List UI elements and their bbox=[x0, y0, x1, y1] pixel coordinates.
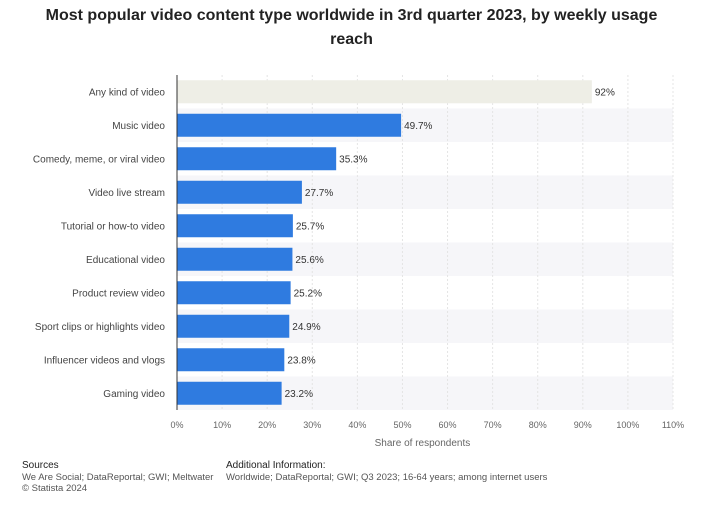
category-label: Educational video bbox=[86, 255, 165, 266]
x-axis-label: Share of respondents bbox=[375, 438, 471, 449]
category-label: Music video bbox=[112, 121, 165, 132]
data-label: 24.9% bbox=[292, 322, 320, 333]
copyright-text: © Statista 2024 bbox=[22, 483, 88, 494]
data-label: 49.7% bbox=[404, 121, 432, 132]
bar bbox=[177, 180, 302, 204]
x-tick-label: 20% bbox=[258, 420, 276, 430]
bar bbox=[177, 381, 282, 405]
data-label: 25.2% bbox=[294, 288, 322, 299]
category-label: Tutorial or how-to video bbox=[61, 221, 166, 232]
data-label: 25.6% bbox=[295, 255, 323, 266]
bars bbox=[177, 80, 592, 405]
category-label: Gaming video bbox=[103, 389, 165, 400]
x-tick-label: 110% bbox=[662, 420, 684, 430]
x-tick-label: 10% bbox=[213, 420, 231, 430]
category-label: Product review video bbox=[72, 288, 165, 299]
data-labels: 92% 49.7% 35.3% 27.7% 25.7% 25.6% 25.2% 24.9% 23… bbox=[285, 87, 615, 400]
category-label: Sport clips or highlights video bbox=[35, 322, 166, 333]
x-tick-label: 80% bbox=[529, 420, 547, 430]
bar bbox=[177, 281, 291, 305]
data-label: 25.7% bbox=[296, 221, 324, 232]
category-label: Influencer videos and vlogs bbox=[44, 355, 165, 366]
x-tick-label: 70% bbox=[484, 420, 502, 430]
data-label: 23.8% bbox=[287, 355, 315, 366]
bar bbox=[177, 348, 285, 372]
category-label: Any kind of video bbox=[89, 87, 166, 98]
x-tick-label: 30% bbox=[303, 420, 321, 430]
x-tick-label: 50% bbox=[393, 420, 411, 430]
data-label: 35.3% bbox=[339, 154, 367, 165]
bar bbox=[177, 247, 293, 271]
additional-info-text: Worldwide; DataReportal; GWI; Q3 2023; 1… bbox=[226, 471, 548, 483]
sources-label: Sources bbox=[22, 460, 59, 471]
x-tick-label: 90% bbox=[574, 420, 592, 430]
sources-block: Sources We Are Social; DataReportal; GWI… bbox=[22, 460, 213, 495]
bar bbox=[177, 80, 592, 104]
category-label: Comedy, meme, or viral video bbox=[33, 154, 166, 165]
bar bbox=[177, 314, 290, 338]
bar bbox=[177, 113, 402, 137]
bar-chart: Any kind of video Music video Comedy, meme… bbox=[33, 75, 684, 449]
x-tick-label: 40% bbox=[348, 420, 366, 430]
x-tick-label: 100% bbox=[616, 420, 639, 430]
data-label: 27.7% bbox=[305, 188, 333, 199]
additional-info-label: Additional Information: bbox=[226, 460, 326, 471]
data-label: 23.2% bbox=[285, 389, 313, 400]
bar bbox=[177, 147, 337, 171]
x-tick-label: 60% bbox=[439, 420, 457, 430]
data-label: 92% bbox=[595, 87, 615, 98]
x-tick-labels: 0% 10% 20% 30% 40% 50% 60% 70% 80% 90% 100% 110% bbox=[170, 420, 684, 430]
sources-text: We Are Social; DataReportal; GWI; Meltwa… bbox=[22, 471, 214, 483]
x-tick-label: 0% bbox=[170, 420, 183, 430]
category-label: Video live stream bbox=[88, 188, 165, 199]
chart-title: Most popular video content type worldwid… bbox=[45, 7, 658, 48]
bar bbox=[177, 214, 293, 238]
additional-info-block: Additional Information: Worldwide; DataR… bbox=[226, 460, 547, 483]
category-labels: Any kind of video Music video Comedy, meme… bbox=[33, 87, 166, 400]
